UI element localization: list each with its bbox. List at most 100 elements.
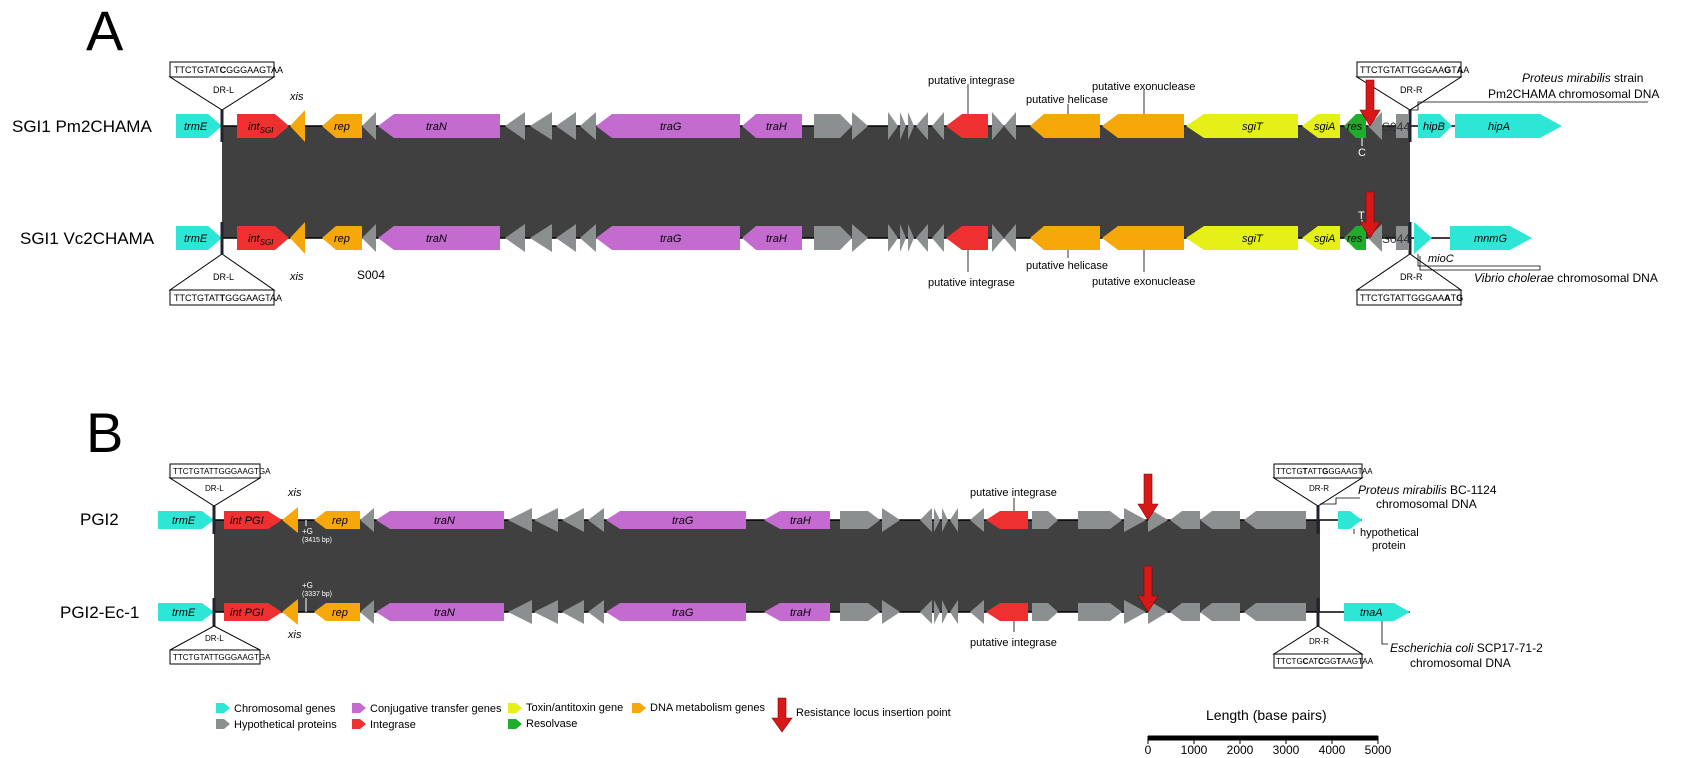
gene-hyp xyxy=(840,511,880,529)
gene-trmE xyxy=(158,603,214,621)
svg-text:putative integrase: putative integrase xyxy=(928,277,1015,289)
gene-hyp xyxy=(505,112,525,140)
gene-xis xyxy=(282,599,298,625)
svg-text:Pm2CHAMA chromosomal DNA: Pm2CHAMA chromosomal DNA xyxy=(1488,87,1659,101)
scale-bar: Length (base pairs) 0 1000 2000 3000 4000 500… xyxy=(1145,707,1392,757)
svg-text:int PGI: int PGI xyxy=(230,515,264,527)
svg-text:res: res xyxy=(1347,233,1363,245)
gene-hyp xyxy=(1004,112,1016,140)
gene-traH xyxy=(764,603,830,621)
gene-hyp xyxy=(916,112,928,140)
svg-text:TTCTGCATCGGTAAGTAA: TTCTGCATCGGTAAGTAA xyxy=(1276,657,1374,666)
svg-text:Vibrio cholerae chromosomal DN: Vibrio cholerae chromosomal DNA xyxy=(1474,271,1658,285)
svg-text:+G: +G xyxy=(302,581,313,590)
gene-tnaA xyxy=(1344,603,1410,621)
svg-text:traG: traG xyxy=(660,121,682,133)
svg-text:xis: xis xyxy=(287,487,302,499)
gene-hyp xyxy=(992,224,1004,252)
gene-putative-integrase xyxy=(986,603,1028,621)
gene-hyp xyxy=(1078,511,1122,529)
svg-text:rep: rep xyxy=(334,233,350,245)
gene-hyp xyxy=(1170,511,1200,529)
svg-text:rep: rep xyxy=(332,515,348,527)
svg-text:traN: traN xyxy=(434,515,455,527)
legend-label-dna-metabolism: DNA metabolism genes xyxy=(650,702,765,714)
svg-text:S044: S044 xyxy=(1382,232,1410,246)
gene-hyp xyxy=(1170,603,1200,621)
svg-text:putative helicase: putative helicase xyxy=(1026,260,1108,272)
legend-swatch-chromosomal xyxy=(216,703,230,713)
gene-rep xyxy=(322,114,362,138)
legend-label-chromosomal: Chromosomal genes xyxy=(234,703,336,715)
dr-l-sequence-box xyxy=(169,289,275,306)
svg-text:TTCTGTATTGGGAAGTGA: TTCTGTATTGGGAAGTGA xyxy=(173,653,271,662)
svg-text:TTCTGTATTGGGAAATG: TTCTGTATTGGGAAATG xyxy=(1360,293,1463,303)
svg-text:S004: S004 xyxy=(357,268,385,282)
gene-hyp xyxy=(1244,511,1306,529)
gene-hyp xyxy=(534,600,558,624)
resistance-insertion-arrow xyxy=(1359,79,1381,239)
gene-hyp xyxy=(362,112,376,140)
svg-text:mioC: mioC xyxy=(1428,253,1454,265)
gene-hyp xyxy=(888,224,898,252)
legend-label-hypothetical: Hypothetical proteins xyxy=(234,719,337,731)
gene-res xyxy=(1344,226,1366,250)
gene-hyp xyxy=(888,112,898,140)
legend-label-conjugative: Conjugative transfer genes xyxy=(370,703,502,715)
resistance-insertion-arrow xyxy=(1137,473,1159,613)
scale-tick-label: 4000 xyxy=(1319,743,1346,757)
gene-hyp xyxy=(908,112,914,140)
svg-text:Proteus mirabilis strain: Proteus mirabilis strain xyxy=(1522,71,1643,85)
legend-swatch-integrase xyxy=(352,719,366,729)
gene-hyp xyxy=(505,224,525,252)
gene-hyp xyxy=(562,600,584,624)
track-b1-genes: trmE int PGI rep traN traG traH xyxy=(158,506,1362,534)
svg-text:trmE: trmE xyxy=(184,121,208,133)
gene-hyp xyxy=(562,508,584,532)
scale-tick-label: 5000 xyxy=(1365,743,1392,757)
gene-putative-helicase xyxy=(1030,226,1100,250)
gene-hyp xyxy=(556,112,576,140)
svg-text:DR-L: DR-L xyxy=(205,634,224,643)
gene-trmE xyxy=(176,114,222,138)
dr-r-sequence-box xyxy=(1356,289,1462,306)
gene-hyp xyxy=(934,600,940,624)
scale-tick-label: 0 xyxy=(1145,743,1152,757)
gene-sgiT xyxy=(1186,226,1298,250)
gene-sgiT xyxy=(1186,114,1298,138)
svg-text:putative helicase: putative helicase xyxy=(1026,94,1108,106)
svg-text:sgiA: sgiA xyxy=(1314,121,1335,133)
gene-hyp xyxy=(1368,224,1382,252)
gene-hyp xyxy=(932,224,944,252)
svg-text:+G: +G xyxy=(302,527,313,536)
svg-text:sgiT: sgiT xyxy=(1242,121,1264,133)
gene-hyp xyxy=(1124,600,1146,624)
svg-text:xis: xis xyxy=(289,91,304,103)
legend-label-integrase: Integrase xyxy=(370,719,416,731)
gene-hypothetical-protein xyxy=(1338,511,1362,529)
svg-text:TTCTGTATTGGGAAGTAA: TTCTGTATTGGGAAGTAA xyxy=(1276,467,1373,476)
gene-hyp xyxy=(1244,603,1306,621)
svg-text:putative exonuclease: putative exonuclease xyxy=(1092,81,1195,93)
gene-hyp xyxy=(970,600,984,624)
gene-xis xyxy=(282,507,298,533)
legend-label-toxin: Toxin/antitoxin gene xyxy=(526,702,623,714)
gene-traN xyxy=(376,603,504,621)
svg-text:traH: traH xyxy=(790,607,811,619)
svg-text:TTCTGTATTGGGAAGTGA: TTCTGTATTGGGAAGTGA xyxy=(173,467,271,476)
gene-hyp xyxy=(900,112,906,140)
svg-text:DR-R: DR-R xyxy=(1400,85,1423,95)
gene-traG xyxy=(606,603,746,621)
svg-text:trmE: trmE xyxy=(184,233,208,245)
svg-text:C: C xyxy=(1358,147,1366,159)
scale-title: Length (base pairs) xyxy=(1206,707,1327,723)
svg-text:chromosomal DNA: chromosomal DNA xyxy=(1410,656,1511,670)
gene-hyp xyxy=(970,508,984,532)
svg-text:S044: S044 xyxy=(1382,120,1410,134)
legend-label-resistance: Resistance locus insertion point xyxy=(796,707,951,719)
svg-text:TTCTGTATCGGGAAGTAA: TTCTGTATCGGGAAGTAA xyxy=(174,65,283,75)
gene-res xyxy=(1344,114,1366,138)
svg-text:hipA: hipA xyxy=(1488,121,1510,133)
svg-text:DR-R: DR-R xyxy=(1400,272,1423,282)
gene-traH xyxy=(764,511,830,529)
